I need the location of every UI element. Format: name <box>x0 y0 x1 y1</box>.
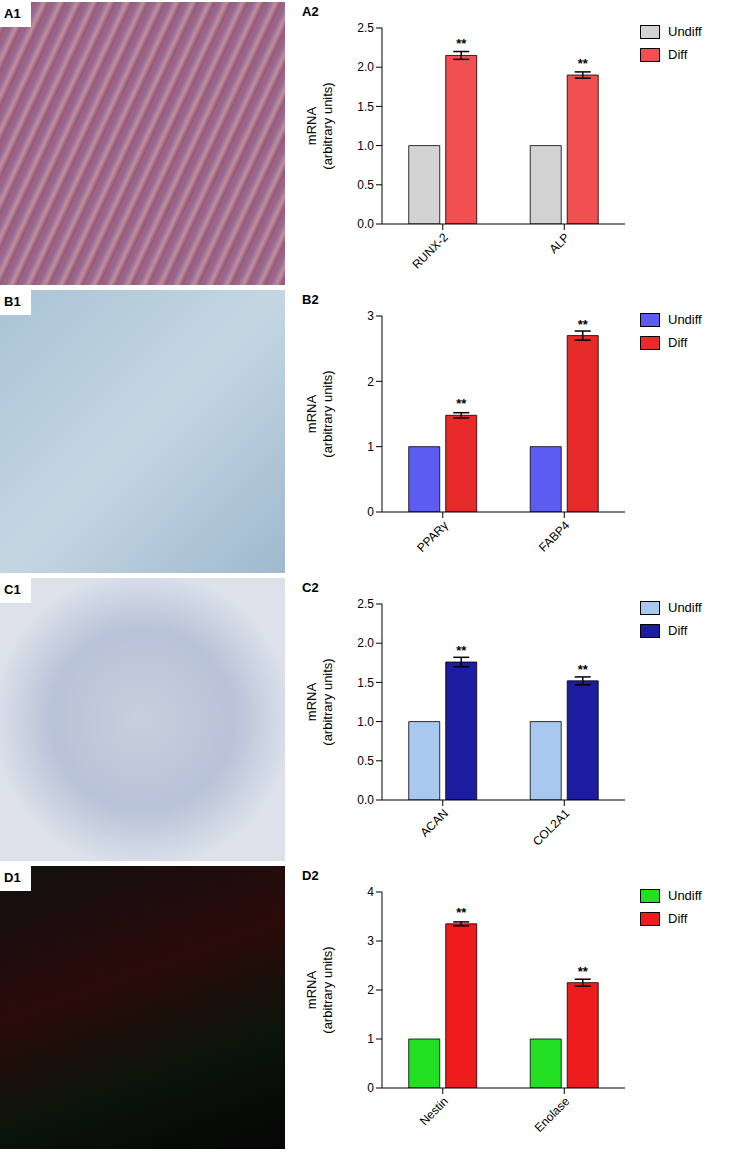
svg-text:1.0: 1.0 <box>357 139 374 153</box>
svg-text:**: ** <box>456 643 467 658</box>
svg-text:ACAN: ACAN <box>417 806 450 839</box>
html-text:Undiff: Undiff <box>668 24 702 39</box>
svg-text:2.0: 2.0 <box>357 60 374 74</box>
svg-text:Enolase: Enolase <box>532 1094 573 1135</box>
svg-text:**: ** <box>578 662 589 677</box>
html-text:C2: C2 <box>302 580 319 595</box>
svg-text:0.5: 0.5 <box>357 754 374 768</box>
svg-text:PPARγ: PPARγ <box>414 518 451 555</box>
html-text:A1: A1 <box>4 6 21 21</box>
svg-text:3: 3 <box>367 309 374 323</box>
svg-text:**: ** <box>456 905 467 920</box>
svg-text:0: 0 <box>367 1081 374 1095</box>
svg-text:**: ** <box>578 56 589 71</box>
svg-text:FABP4: FABP4 <box>536 518 573 555</box>
svg-text:0.0: 0.0 <box>357 217 374 231</box>
svg-text:**: ** <box>456 36 467 51</box>
svg-text:3: 3 <box>367 934 374 948</box>
svg-text:**: ** <box>456 396 467 411</box>
svg-text:1.5: 1.5 <box>357 100 374 114</box>
svg-text:ALP: ALP <box>546 230 572 256</box>
html-text:Undiff: Undiff <box>668 312 702 327</box>
html-text:A2: A2 <box>302 4 319 19</box>
svg-text:0.5: 0.5 <box>357 178 374 192</box>
html-text:B1: B1 <box>4 294 21 309</box>
svg-text:**: ** <box>578 317 589 332</box>
html-text:C1: C1 <box>4 582 21 597</box>
html-text:Diff: Diff <box>668 335 688 350</box>
svg-text:mRNA(arbitrary units): mRNA(arbitrary units) <box>304 658 335 745</box>
svg-text:2: 2 <box>367 375 374 389</box>
svg-text:Nestin: Nestin <box>417 1094 451 1128</box>
svg-text:0.0: 0.0 <box>357 793 374 807</box>
svg-text:1.0: 1.0 <box>357 715 374 729</box>
svg-text:2.5: 2.5 <box>357 597 374 611</box>
svg-text:2.0: 2.0 <box>357 636 374 650</box>
html-text:Undiff: Undiff <box>668 600 702 615</box>
html-text:Diff: Diff <box>668 623 688 638</box>
svg-text:2: 2 <box>367 983 374 997</box>
svg-text:mRNA(arbitrary units): mRNA(arbitrary units) <box>304 370 335 457</box>
svg-text:COL2A1: COL2A1 <box>530 806 573 849</box>
svg-text:1: 1 <box>367 1032 374 1046</box>
svg-text:2.5: 2.5 <box>357 21 374 35</box>
svg-text:mRNA(arbitrary units): mRNA(arbitrary units) <box>304 82 335 169</box>
html-text:B2: B2 <box>302 292 319 307</box>
svg-text:mRNA(arbitrary units): mRNA(arbitrary units) <box>304 946 335 1033</box>
html-text:Diff: Diff <box>668 47 688 62</box>
html-text:D2: D2 <box>302 868 319 883</box>
html-text:Undiff: Undiff <box>668 888 702 903</box>
svg-text:RUNX-2: RUNX-2 <box>409 230 451 272</box>
svg-text:4: 4 <box>367 885 374 899</box>
svg-text:1: 1 <box>367 440 374 454</box>
svg-text:1.5: 1.5 <box>357 676 374 690</box>
html-text:Diff: Diff <box>668 911 688 926</box>
svg-text:**: ** <box>578 964 589 979</box>
svg-text:0: 0 <box>367 505 374 519</box>
html-text:D1: D1 <box>4 870 21 885</box>
